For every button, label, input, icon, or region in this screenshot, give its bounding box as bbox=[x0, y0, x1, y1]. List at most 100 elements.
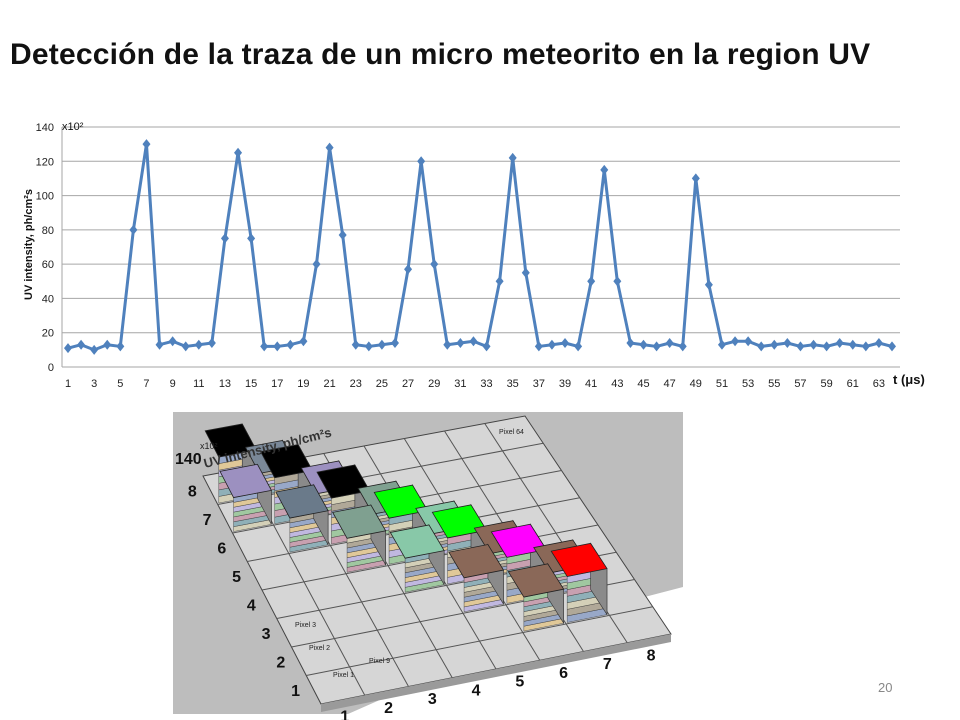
data-point bbox=[861, 341, 870, 352]
y-axis-ticks: 0 20 40 60 80 100 120 140 bbox=[36, 122, 54, 374]
bar-top bbox=[373, 484, 429, 519]
bar-top bbox=[490, 523, 547, 558]
matrix-x-tick: 2 bbox=[384, 700, 393, 717]
data-point bbox=[587, 276, 596, 287]
data-point bbox=[744, 336, 753, 347]
slide-number: 20 bbox=[878, 680, 893, 695]
x-tick-label: 23 bbox=[350, 378, 362, 390]
data-point bbox=[796, 341, 805, 352]
bar-top bbox=[219, 463, 272, 498]
pixel-bars bbox=[204, 423, 608, 632]
data-point bbox=[456, 338, 465, 348]
x-tick-label: 31 bbox=[454, 378, 466, 390]
y-tick-label: 60 bbox=[42, 259, 54, 271]
matrix-y-tick: 7 bbox=[203, 512, 212, 529]
floor-edge bbox=[321, 634, 671, 712]
data-point bbox=[404, 264, 413, 275]
matrix-y-tick: 1 bbox=[291, 683, 300, 700]
data-point bbox=[521, 267, 530, 278]
x-tick-label: 57 bbox=[794, 378, 806, 390]
x-tick-label: 39 bbox=[559, 378, 571, 390]
pixel-bar bbox=[448, 543, 505, 613]
x-tick-label: 59 bbox=[820, 378, 832, 390]
bar-top bbox=[316, 464, 371, 499]
data-point bbox=[77, 339, 86, 350]
x-tick-label: 7 bbox=[143, 378, 149, 390]
matrix-y-tick: 5 bbox=[232, 569, 241, 586]
data-point bbox=[260, 341, 269, 352]
data-point bbox=[338, 230, 347, 240]
x-tick-label: 41 bbox=[585, 378, 597, 390]
x-axis-label: t (μs) bbox=[893, 372, 925, 387]
x-tick-label: 35 bbox=[507, 378, 519, 390]
data-point bbox=[561, 338, 570, 348]
pixel-bar bbox=[332, 503, 387, 573]
x-tick-label: 5 bbox=[117, 378, 123, 390]
data-point bbox=[626, 338, 635, 348]
z-axis-multiplier: x10² bbox=[200, 441, 218, 451]
y-tick-label: 100 bbox=[36, 191, 54, 203]
data-point bbox=[888, 341, 896, 352]
slide-title: Detección de la traza de un micro meteor… bbox=[10, 38, 871, 71]
y-tick-label: 20 bbox=[42, 328, 54, 340]
bar-top bbox=[204, 423, 257, 458]
bar-top bbox=[260, 444, 314, 479]
matrix-x-tick: 1 bbox=[340, 709, 349, 720]
data-point bbox=[874, 338, 883, 348]
x-tick-label: 63 bbox=[873, 378, 885, 390]
pixel-1-label: Pixel 1 bbox=[333, 672, 354, 679]
y-tick-label: 40 bbox=[42, 293, 54, 305]
y-axis-multiplier: x10² bbox=[62, 121, 84, 133]
data-point bbox=[351, 339, 360, 350]
data-point bbox=[181, 341, 190, 352]
data-point bbox=[482, 341, 491, 352]
bar-top bbox=[431, 504, 488, 539]
bar-top bbox=[275, 484, 329, 519]
matrix-x-tick: 6 bbox=[559, 665, 568, 682]
data-point bbox=[430, 259, 439, 270]
pixel-bar bbox=[219, 463, 272, 532]
data-point bbox=[168, 336, 177, 347]
y-tick-label: 80 bbox=[42, 225, 54, 237]
x-tick-label: 51 bbox=[716, 378, 728, 390]
x-tick-label: 29 bbox=[428, 378, 440, 390]
data-point bbox=[103, 339, 112, 350]
data-point bbox=[770, 339, 779, 350]
data-point bbox=[390, 338, 399, 348]
floor-gridline bbox=[217, 442, 544, 505]
data-point bbox=[783, 338, 792, 348]
data-point bbox=[691, 173, 700, 184]
x-tick-label: 33 bbox=[480, 378, 492, 390]
x-tick-label: 25 bbox=[376, 378, 388, 390]
x-tick-label: 1 bbox=[65, 378, 71, 390]
matrix-y-tick: 2 bbox=[276, 654, 285, 671]
data-point bbox=[835, 338, 844, 348]
data-point bbox=[247, 233, 256, 244]
matrix-y-tick: 3 bbox=[262, 626, 271, 643]
data-point bbox=[639, 339, 648, 350]
x-tick-label: 37 bbox=[533, 378, 545, 390]
data-point bbox=[600, 164, 609, 175]
bar-top bbox=[550, 542, 608, 577]
data-point bbox=[417, 156, 426, 167]
data-point bbox=[757, 341, 766, 352]
data-point bbox=[613, 276, 622, 287]
bar-top bbox=[507, 563, 565, 598]
data-point bbox=[325, 142, 334, 153]
matrix-x-tick: 4 bbox=[472, 682, 481, 699]
data-point bbox=[234, 147, 243, 158]
x-tick-label: 17 bbox=[271, 378, 283, 390]
x-axis-ticks: 1 3 5 7 9 11 13 15 17 19 21 23 25 27 29 31 33 35 37 39 41 43 4… bbox=[65, 378, 885, 390]
x-tick-label: 27 bbox=[402, 378, 414, 390]
data-point bbox=[64, 343, 72, 354]
pixel-bar bbox=[550, 542, 608, 623]
bar-top bbox=[448, 544, 505, 579]
data-point bbox=[547, 339, 556, 350]
matrix-x-tick: 5 bbox=[515, 674, 524, 691]
data-point bbox=[286, 339, 295, 350]
data-point bbox=[495, 276, 504, 287]
data-point bbox=[377, 339, 386, 350]
data-point bbox=[574, 341, 583, 352]
data-point bbox=[312, 259, 321, 270]
